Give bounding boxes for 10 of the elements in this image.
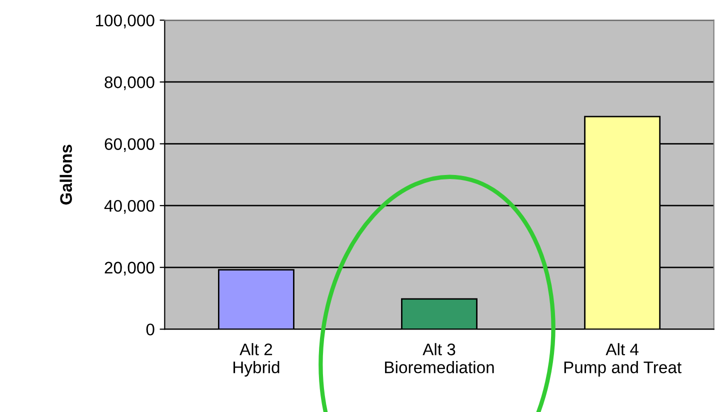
y-tick-label: 100,000 <box>96 14 154 28</box>
x-tick-label: Alt 2 Hybrid <box>233 343 280 377</box>
y-tick-label: 0 <box>146 324 154 336</box>
y-tick-label: 60,000 <box>104 138 154 152</box>
y-tick-label: 80,000 <box>104 76 154 90</box>
y-tick-label: 40,000 <box>104 200 154 214</box>
x-tick-label: Alt 3 Bioremediation <box>385 343 494 374</box>
y-axis-title: Gallons <box>60 144 72 205</box>
x-tick-label: Alt 4 Pump and Treat <box>564 343 682 377</box>
y-tick-label: 20,000 <box>104 262 154 276</box>
